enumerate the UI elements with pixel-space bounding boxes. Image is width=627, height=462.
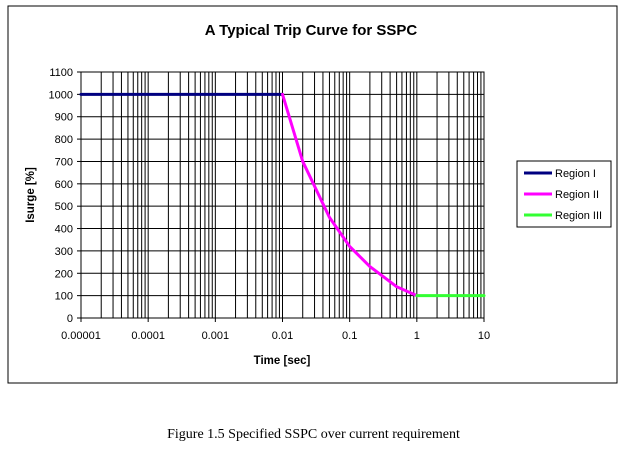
x-tick-label: 0.00001 <box>61 330 101 342</box>
y-tick-label: 500 <box>55 201 73 213</box>
series-line-region-ii <box>281 92 419 298</box>
legend-label: Region III <box>555 210 602 222</box>
x-tick-label: 0.001 <box>202 330 230 342</box>
tick-labels: 0.00001 0.0001 0.001 0.01 0.1 1 10010020030040… <box>49 67 491 342</box>
legend-label: Region II <box>555 189 599 201</box>
y-tick-label: 600 <box>55 179 73 191</box>
legend-label: Region I <box>555 168 596 180</box>
y-tick-label: 100 <box>55 291 73 303</box>
chart-title: A Typical Trip Curve for SSPC <box>205 22 418 39</box>
y-tick-label: 200 <box>55 268 73 280</box>
y-tick-label: 1100 <box>49 67 73 79</box>
y-tick-label: 400 <box>55 224 73 236</box>
x-axis-label: Time [sec] <box>254 355 311 367</box>
series <box>79 92 486 298</box>
y-tick-label: 300 <box>55 246 73 258</box>
y-tick-label: 700 <box>55 156 73 168</box>
x-tick-label: 0.1 <box>342 330 357 342</box>
legend: Region I Region II Region III <box>516 160 612 228</box>
x-tick-label: 1 <box>414 330 420 342</box>
figure-caption: Figure 1.5 Specified SSPC over current r… <box>167 427 460 442</box>
y-tick-label: 900 <box>55 112 73 124</box>
x-tick-label: 10 <box>478 330 490 342</box>
y-tick-label: 800 <box>55 134 73 146</box>
y-tick-label: 1000 <box>49 89 73 101</box>
x-tick-label: 0.01 <box>272 330 293 342</box>
y-axis-label: Isurge [%] <box>25 167 37 223</box>
x-tick-label: 0.0001 <box>131 330 165 342</box>
y-tick-label: 0 <box>67 313 73 325</box>
grid <box>80 71 484 319</box>
